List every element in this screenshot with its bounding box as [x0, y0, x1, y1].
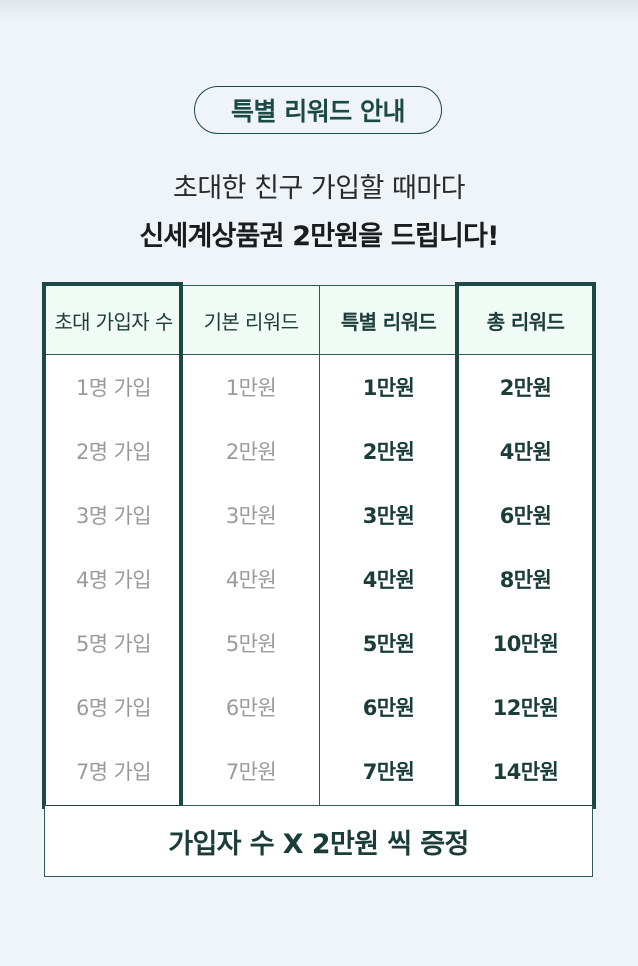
table-cell: 12만원	[492, 696, 559, 720]
table-cell: 10만원	[492, 632, 559, 656]
special-reward-badge: 특별 리워드 안내	[194, 86, 442, 134]
table-cell: 2명 가입	[76, 440, 152, 464]
table-cell: 6만원	[362, 696, 415, 720]
table-cell: 5만원	[362, 632, 415, 656]
table-cell: 5명 가입	[76, 632, 152, 656]
column-total-reward: 총 리워드 2만원 4만원 6만원 8만원 10만원 12만원 14만원	[457, 286, 594, 805]
table-cell: 7만원	[362, 760, 415, 784]
header-special-reward: 특별 리워드	[320, 286, 457, 355]
table-cell: 6만원	[499, 504, 552, 528]
table-cell: 3만원	[362, 504, 415, 528]
table-cell: 6명 가입	[76, 696, 152, 720]
table-cell: 7명 가입	[76, 760, 152, 784]
table-cell: 7만원	[225, 760, 277, 784]
table-cell: 4만원	[499, 440, 552, 464]
table-cell: 4만원	[225, 568, 277, 592]
headline-line-1: 초대한 친구 가입할 때마다	[173, 173, 466, 204]
column-invitees: 초대 가입자 수 1명 가입 2명 가입 3명 가입 4명 가입 5명 가입 6…	[45, 286, 182, 805]
table-cell: 3명 가입	[76, 504, 152, 528]
table-cell: 8만원	[499, 568, 552, 592]
header-basic-reward: 기본 리워드	[183, 286, 319, 355]
table-cell: 4명 가입	[76, 568, 152, 592]
table-cell: 6만원	[225, 696, 277, 720]
table-cell: 4만원	[362, 568, 415, 592]
table-cell: 5만원	[225, 632, 277, 656]
top-shadow	[0, 0, 638, 22]
table-cell: 1명 가입	[76, 376, 152, 400]
header-invitees: 초대 가입자 수	[45, 286, 182, 355]
column-special-reward: 특별 리워드 1만원 2만원 3만원 4만원 5만원 6만원 7만원	[319, 286, 457, 805]
table-cell: 1만원	[225, 376, 277, 400]
header-total-reward: 총 리워드	[457, 286, 594, 355]
column-basic-reward: 기본 리워드 1만원 2만원 3만원 4만원 5만원 6만원 7만원	[182, 286, 319, 805]
table-cell: 2만원	[499, 376, 552, 400]
table-cell: 2만원	[225, 440, 277, 464]
table-cell: 2만원	[362, 440, 415, 464]
reward-table: 초대 가입자 수 1명 가입 2명 가입 3명 가입 4명 가입 5명 가입 6…	[44, 285, 594, 806]
reward-summary: 가입자 수 X 2만원 씩 증정	[44, 806, 593, 877]
table-cell: 14만원	[492, 760, 559, 784]
headline-line-2: 신세계상품권 2만원을 드립니다!	[139, 221, 499, 252]
table-cell: 1만원	[362, 376, 415, 400]
table-cell: 3만원	[225, 504, 277, 528]
